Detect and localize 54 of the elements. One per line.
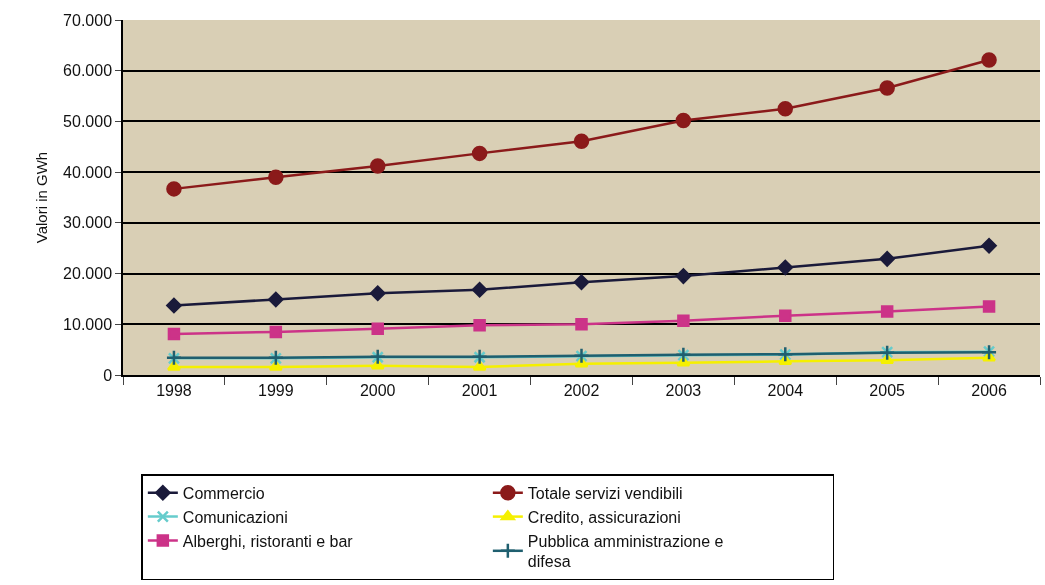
point [166, 181, 182, 197]
y-tick-label: 0 [103, 366, 113, 384]
legend-label: Comunicazioni [182, 508, 288, 526]
y-tick-label: 70.000 [63, 11, 113, 29]
x-tick-label: 1998 [156, 382, 192, 400]
point [268, 291, 284, 308]
point [166, 297, 182, 314]
point [473, 319, 486, 332]
point [880, 305, 894, 318]
point [472, 360, 487, 371]
point [779, 309, 792, 322]
point [879, 251, 895, 267]
point [981, 52, 997, 68]
point [471, 145, 488, 162]
legend-label: Credito, assicurazioni [527, 508, 681, 526]
point [575, 318, 588, 331]
x-tick-label: 2000 [359, 382, 396, 400]
legend-label: Pubblica amministrazione e difesa [527, 532, 724, 571]
point [369, 158, 386, 174]
point [677, 314, 690, 327]
point [167, 327, 181, 341]
point [777, 101, 794, 117]
legend-label: Commercio [182, 485, 265, 503]
x-tick-label: 2006 [971, 382, 1007, 400]
y-tick-label: 60.000 [63, 62, 113, 80]
x-tick-label: 2005 [869, 382, 906, 400]
point [675, 268, 692, 284]
point [471, 282, 488, 298]
legend-label: Alberghi, ristoranti e bar [182, 532, 354, 550]
point [982, 300, 996, 313]
point [269, 325, 283, 339]
y-tick-label: 30.000 [63, 214, 113, 232]
x-tick-label: 1999 [258, 382, 294, 400]
y-tick-label: 10.000 [63, 315, 113, 333]
x-tick-label: 2002 [563, 382, 600, 400]
point [166, 360, 181, 371]
legend-label: Totale servizi vendibili [527, 485, 683, 503]
x-tick-label: 2001 [461, 382, 498, 400]
point [369, 285, 386, 302]
point [268, 360, 283, 371]
point [981, 237, 997, 254]
point [268, 169, 284, 185]
y-tick-label: 50.000 [63, 113, 113, 131]
point [879, 80, 895, 96]
point [573, 133, 590, 149]
x-tick-label: 2004 [767, 382, 804, 400]
point [371, 322, 384, 336]
x-tick-label: 2003 [665, 382, 702, 400]
point [675, 112, 692, 129]
y-tick-label: 40.000 [63, 163, 113, 181]
point [573, 274, 590, 290]
point [777, 259, 794, 276]
y-axis-title: Valori in GWh [32, 151, 50, 244]
y-tick-label: 20.000 [63, 265, 113, 283]
